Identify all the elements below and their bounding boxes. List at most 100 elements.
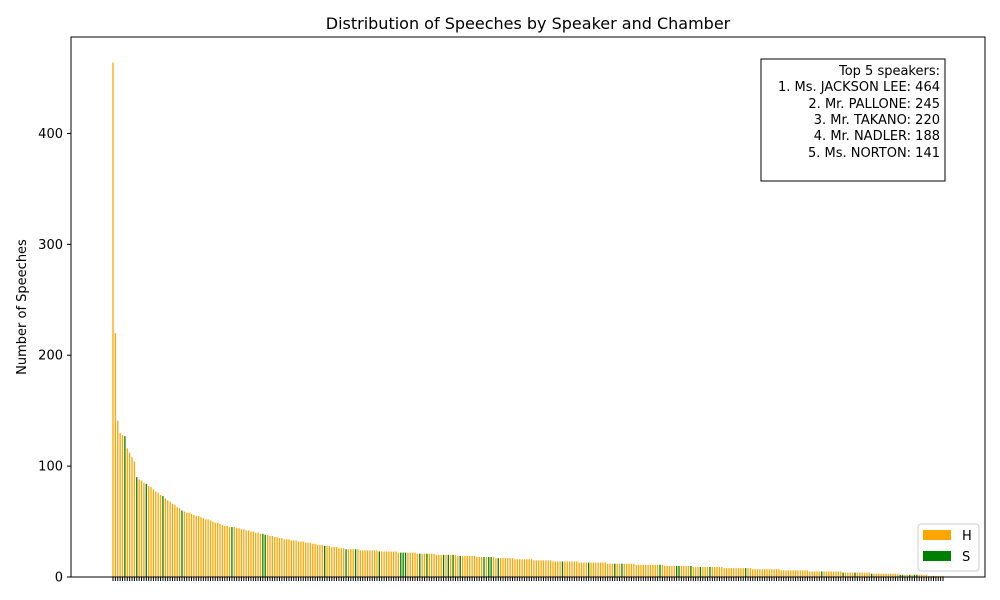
bar	[842, 572, 844, 577]
bar	[647, 564, 649, 577]
bar	[887, 573, 889, 577]
bar	[892, 573, 894, 577]
bar	[345, 549, 347, 577]
bar	[214, 522, 216, 577]
y-tick-label: 0	[55, 571, 63, 586]
bar	[730, 568, 732, 577]
bar	[231, 527, 233, 577]
bar	[450, 554, 452, 577]
bar	[392, 551, 395, 577]
bar	[804, 570, 806, 577]
bar	[666, 565, 668, 577]
bar	[571, 561, 573, 577]
bar	[754, 569, 756, 577]
y-tick-label: 100	[38, 460, 63, 475]
bar	[357, 549, 359, 577]
bar	[133, 461, 136, 577]
bar	[549, 560, 552, 577]
bar	[124, 436, 126, 577]
bar	[293, 540, 295, 577]
bar	[759, 569, 761, 577]
bar	[687, 565, 690, 577]
bar	[333, 547, 335, 577]
bar	[859, 572, 861, 577]
bar	[169, 501, 171, 577]
bar	[459, 555, 461, 577]
bar	[378, 551, 381, 577]
bar	[837, 571, 840, 577]
bar	[307, 542, 309, 577]
bar	[761, 569, 763, 577]
bar	[740, 568, 742, 577]
bar	[202, 518, 205, 577]
bar	[866, 572, 868, 577]
bar	[205, 519, 207, 577]
bar	[899, 574, 901, 577]
bar	[633, 563, 635, 577]
bar	[114, 333, 117, 577]
bar	[621, 563, 623, 577]
bar	[809, 571, 811, 577]
bar	[369, 550, 371, 577]
bar	[635, 564, 637, 577]
bar	[802, 570, 804, 577]
bar	[407, 552, 409, 577]
bar	[476, 557, 478, 577]
bar	[718, 567, 721, 577]
bar	[604, 562, 606, 577]
bar	[861, 572, 863, 577]
bar	[873, 573, 875, 577]
bar	[264, 534, 266, 577]
bar	[328, 545, 331, 577]
y-tick-label: 200	[38, 349, 63, 364]
bar	[178, 508, 181, 577]
annotation-line-5: 5. Ms. NORTON: 141	[808, 146, 940, 161]
bar	[183, 511, 185, 577]
bar	[354, 549, 357, 577]
bar	[932, 575, 935, 577]
bar	[343, 548, 345, 577]
bar	[155, 491, 157, 577]
bar	[516, 559, 518, 577]
bar	[906, 574, 908, 577]
bar	[654, 564, 656, 577]
bar	[300, 541, 302, 577]
bar	[136, 477, 138, 577]
bar	[668, 565, 671, 577]
bar	[785, 570, 787, 577]
bar	[497, 558, 499, 577]
bar	[181, 510, 183, 577]
bar	[454, 554, 457, 577]
bar	[492, 557, 495, 577]
bar	[438, 554, 440, 577]
bar	[423, 553, 426, 577]
bar	[347, 549, 350, 577]
bar	[461, 555, 464, 577]
bar	[162, 496, 164, 577]
bar	[904, 574, 906, 577]
bar	[894, 573, 897, 577]
bar	[749, 568, 752, 577]
bar	[312, 543, 314, 577]
bar	[602, 562, 604, 577]
y-tick-label: 300	[38, 238, 63, 253]
bar	[595, 562, 597, 577]
bar	[466, 555, 469, 577]
bar	[197, 516, 200, 577]
bar	[890, 573, 892, 577]
bar	[219, 523, 221, 577]
bar	[735, 568, 737, 577]
bar	[364, 550, 366, 577]
bar	[167, 500, 169, 577]
bar	[787, 570, 790, 577]
bar	[559, 561, 561, 577]
bar	[171, 503, 174, 577]
bar	[309, 542, 312, 577]
bar	[119, 432, 121, 577]
bar	[152, 489, 155, 577]
x-ticks-group	[112, 577, 944, 581]
bar	[540, 560, 542, 577]
annotation-line-1: 1. Ms. JACKSON LEE: 464	[778, 80, 940, 95]
bar	[709, 567, 711, 577]
bar	[502, 558, 504, 577]
